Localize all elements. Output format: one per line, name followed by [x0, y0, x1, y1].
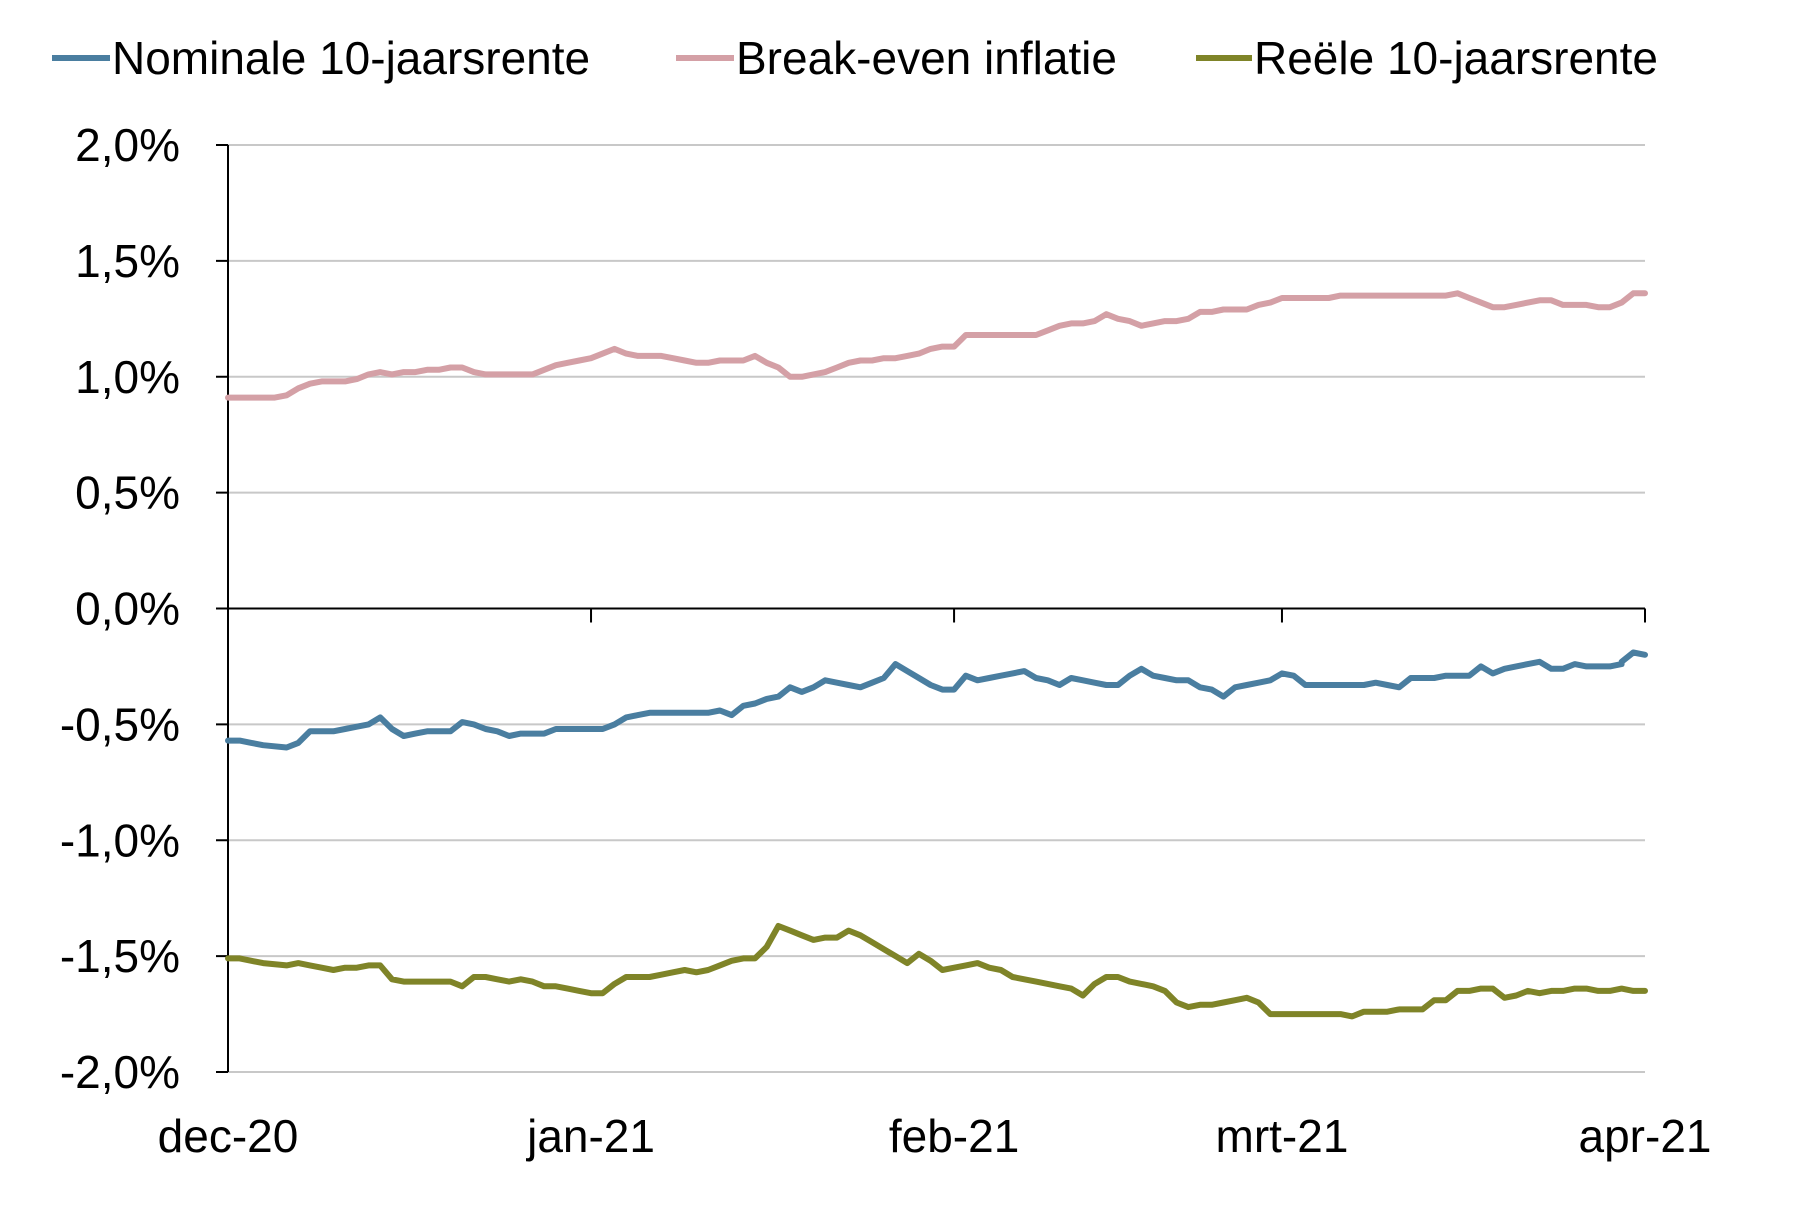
axes — [227, 145, 1645, 1072]
legend: Nominale 10-jaarsrente Break-even inflat… — [52, 32, 1658, 84]
x-axis-ticks: dec-20 jan-21 feb-21 mrt-21 apr-21 — [158, 608, 1712, 1162]
y-tick-label: 2,0% — [75, 119, 180, 171]
y-tick-label: 1,5% — [75, 235, 180, 287]
series-line-reele — [225, 923, 1648, 1020]
y-tick-label: -2,0% — [60, 1046, 180, 1098]
x-tick-label: dec-20 — [158, 1110, 299, 1162]
series-layer — [225, 290, 1648, 1020]
y-tick-label: 1,0% — [75, 351, 180, 403]
x-tick-label: feb-21 — [889, 1110, 1019, 1162]
y-tick-label: -1,5% — [60, 930, 180, 982]
legend-item-reele: Reële 10-jaarsrente — [1196, 32, 1658, 84]
x-tick-label: jan-21 — [525, 1110, 655, 1162]
series-line-breakeven — [225, 290, 1648, 401]
y-tick-label: 0,5% — [75, 467, 180, 519]
legend-label-reele: Reële 10-jaarsrente — [1254, 32, 1658, 84]
y-tick-label: -0,5% — [60, 698, 180, 750]
legend-label-breakeven: Break-even inflatie — [736, 32, 1117, 84]
legend-item-breakeven: Break-even inflatie — [676, 32, 1117, 84]
legend-item-nominale: Nominale 10-jaarsrente — [52, 32, 590, 84]
y-tick-label: -1,0% — [60, 814, 180, 866]
x-tick-label: mrt-21 — [1216, 1110, 1349, 1162]
y-axis-ticks: 2,0% 1,5% 1,0% 0,5% 0,0% -0,5% -1,0% -1,5% -2,0% — [60, 119, 228, 1098]
series-line-nominale — [225, 649, 1648, 751]
gridlines — [228, 144, 1645, 1073]
x-tick-label: apr-21 — [1579, 1110, 1712, 1162]
y-tick-label: 0,0% — [75, 583, 180, 635]
legend-label-nominale: Nominale 10-jaarsrente — [112, 32, 590, 84]
